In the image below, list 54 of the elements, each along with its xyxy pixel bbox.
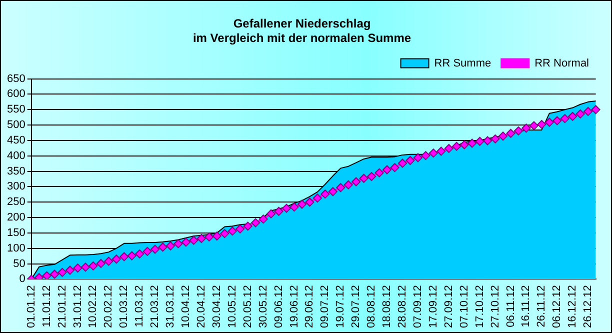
x-tick-label: 01.03.12 (118, 285, 130, 328)
x-tick-label: 29.07.12 (350, 285, 362, 328)
x-tick-label: 19.07.12 (334, 285, 347, 328)
y-tick-label: 550 (6, 104, 26, 116)
y-tick-label: 300 (6, 180, 26, 193)
y-tick-label: 200 (6, 212, 26, 224)
x-tick-label: 09.06.12 (272, 285, 285, 328)
x-tick-label: 27.09.12 (442, 285, 455, 328)
y-tick-label: 150 (6, 226, 26, 239)
x-tick-label: 18.08.12 (381, 285, 394, 328)
legend-label: RR Summe (434, 57, 492, 70)
x-tick-label: 20.05.12 (242, 285, 254, 328)
x-tick-label: 20.02.12 (102, 285, 115, 328)
x-tick-label: 29.06.12 (304, 285, 316, 328)
y-tick-label: 450 (6, 134, 26, 146)
x-tick-label: 30.04.12 (210, 285, 223, 328)
x-tick-label: 10.05.12 (226, 285, 238, 328)
y-tick-label: 0 (19, 273, 26, 286)
y-tick-label: 100 (6, 242, 26, 254)
x-tick-label: 07.09.12 (412, 285, 424, 328)
x-tick-label: 17.10.12 (474, 285, 486, 328)
y-tick-label: 650 (6, 72, 26, 85)
x-tick-label: 19.06.12 (288, 285, 300, 328)
x-tick-label: 11.03.12 (134, 285, 146, 328)
x-tick-label: 30.05.12 (257, 285, 270, 328)
x-tick-label: 28.08.12 (396, 285, 409, 328)
x-tick-label: 06.12.12 (551, 285, 564, 328)
x-tick-label: 17.09.12 (427, 285, 440, 328)
x-tick-label: 10.02.12 (87, 285, 100, 328)
x-tick-label: 01.01.12 (25, 285, 38, 328)
x-tick-label: 21.01.12 (56, 285, 68, 328)
x-tick-label: 27.10.12 (489, 285, 502, 328)
y-tick-label: 250 (6, 196, 26, 208)
x-tick-label: 07.10.12 (458, 285, 470, 328)
x-tick-label: 20.04.12 (195, 285, 208, 328)
x-tick-label: 31.03.12 (164, 285, 177, 328)
y-tick-label: 400 (6, 150, 26, 162)
x-tick-label: 11.01.12 (40, 285, 53, 328)
x-tick-label: 10.04.12 (180, 285, 192, 328)
x-tick-label: 16.12.12 (566, 285, 579, 328)
legend-label: RR Normal (534, 57, 590, 70)
x-tick-label: 21.03.12 (149, 285, 162, 328)
x-tick-label: 26.11.12 (536, 285, 548, 328)
y-tick-label: 600 (6, 88, 26, 100)
y-tick-label: 500 (6, 119, 26, 132)
y-tick-label: 50 (13, 258, 26, 270)
x-tick-label: 09.07.12 (319, 285, 332, 328)
x-tick-label: 16.11.12 (520, 285, 532, 328)
x-tick-label: 08.08.12 (366, 285, 378, 328)
x-tick-label: 26.12.12 (582, 285, 594, 328)
x-tick-label: 06.11.12 (504, 285, 517, 328)
y-tick-label: 350 (6, 165, 26, 178)
chart-title: Gefallener Niederschlag im Vergleich mit der normalen Summe (192, 16, 412, 45)
x-tick-label: 31.01.12 (72, 285, 84, 328)
